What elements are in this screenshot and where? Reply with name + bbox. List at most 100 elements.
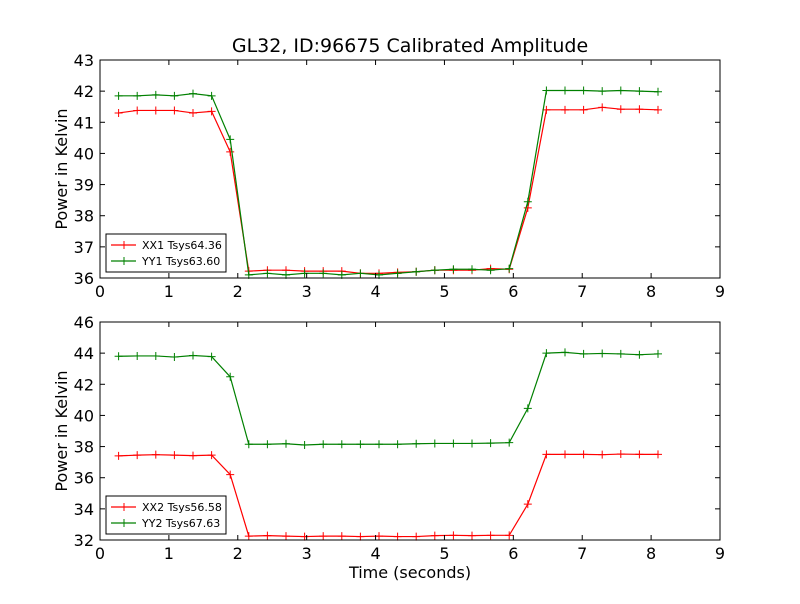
legend-box: [105, 233, 227, 273]
subplot-1: 0 1 2 3 4 5 6 7 8 9 36 37 38 39 40 41 42 43 Power in Kelvi…: [52, 51, 725, 301]
data-point: [300, 269, 309, 278]
data-point: [300, 441, 309, 450]
data-point: [430, 439, 439, 448]
data-point: [375, 532, 383, 541]
x-tick-label: 1: [164, 282, 174, 301]
data-point: [635, 350, 644, 359]
data-point: [616, 450, 625, 459]
data-point: [579, 349, 588, 358]
data-point: [114, 352, 123, 361]
data-point: [133, 351, 142, 360]
data-point: [412, 267, 421, 276]
x-tick-label: 9: [715, 282, 725, 301]
data-point: [207, 451, 216, 460]
legend: XX2 Tsys56.58 YY2 Tsys67.63: [105, 495, 227, 535]
legend: XX1 Tsys64.36 YY1 Tsys63.60: [105, 233, 227, 273]
data-point: [356, 269, 365, 278]
y-tick-label: 40: [74, 406, 94, 425]
y-tick-label: 41: [74, 113, 94, 132]
data-point: [579, 86, 588, 95]
y-tick-label: 36: [74, 469, 94, 488]
data-point: [468, 531, 476, 540]
y-tick-label: 37: [74, 238, 94, 257]
x-tick-label: 1: [164, 544, 174, 563]
data-point: [226, 147, 235, 156]
data-point: [486, 439, 495, 448]
data-point: [505, 531, 514, 540]
data-point: [189, 108, 197, 117]
legend-label: XX2 Tsys56.58: [142, 501, 222, 514]
data-point: [151, 450, 160, 459]
data-point: [170, 106, 179, 115]
data-point: [170, 91, 179, 100]
x-tick-label: 4: [370, 544, 380, 563]
x-tick-label: 8: [646, 282, 656, 301]
data-point: [505, 438, 514, 447]
data-point: [207, 107, 216, 116]
data-point: [561, 450, 569, 459]
x-tick-label: 6: [508, 282, 518, 301]
data-point: [505, 264, 514, 273]
data-point: [542, 450, 551, 459]
x-tick-label: 7: [577, 282, 587, 301]
plot-frame: [99, 321, 721, 541]
y-axis-label: Power in Kelvin: [52, 108, 71, 229]
data-point: [598, 87, 607, 96]
data-point: [300, 532, 309, 541]
data-point: [114, 91, 123, 100]
data-point: [449, 531, 458, 540]
series-line-2: [118, 351, 659, 446]
data-point: [170, 353, 179, 362]
data-point: [449, 265, 458, 274]
x-tick-label: 8: [646, 544, 656, 563]
x-tick-label: 0: [95, 544, 105, 563]
data-point: [561, 86, 569, 95]
data-point: [654, 349, 662, 358]
data-point: [356, 532, 365, 541]
data-point: [133, 91, 142, 100]
data-point: [226, 372, 235, 381]
x-tick-label: 5: [439, 544, 449, 563]
data-point: [468, 439, 476, 448]
data-point: [151, 106, 160, 115]
data-point: [282, 532, 290, 541]
x-tick-label: 0: [95, 282, 105, 301]
data-point: [133, 451, 142, 460]
x-tick-label: 5: [439, 282, 449, 301]
data-point: [412, 439, 421, 448]
y-axis-label: Power in Kelvin: [52, 370, 71, 491]
data-point: [654, 87, 662, 96]
data-point: [635, 87, 644, 96]
x-tick-label: 3: [302, 282, 312, 301]
x-tick-label: 2: [233, 544, 243, 563]
y-tick-label: 40: [74, 144, 94, 163]
x-tick-label: 7: [577, 544, 587, 563]
legend-label: YY2 Tsys67.63: [141, 517, 220, 530]
x-tick-label: 2: [233, 282, 243, 301]
data-point: [226, 470, 235, 479]
data-point: [523, 197, 532, 206]
y-tick-label: 42: [74, 82, 94, 101]
data-point: [207, 352, 216, 361]
data-point: [635, 450, 644, 459]
data-point: [282, 439, 290, 448]
data-point: [226, 135, 235, 144]
data-point: [189, 89, 197, 98]
data-point: [319, 269, 328, 278]
data-point: [133, 106, 142, 115]
y-tick-label: 36: [74, 269, 94, 288]
data-point: [523, 404, 532, 413]
data-point: [579, 450, 588, 459]
data-point: [616, 349, 625, 358]
y-tick-label: 38: [74, 438, 94, 457]
y-tick-label: 38: [74, 207, 94, 226]
data-point: [189, 351, 197, 360]
chart-title: GL32, ID:96675 Calibrated Amplitude: [232, 35, 588, 57]
data-point: [393, 532, 402, 541]
x-tick-label: 3: [302, 544, 312, 563]
legend-marker: [120, 257, 128, 265]
y-tick-label: 34: [74, 500, 94, 519]
